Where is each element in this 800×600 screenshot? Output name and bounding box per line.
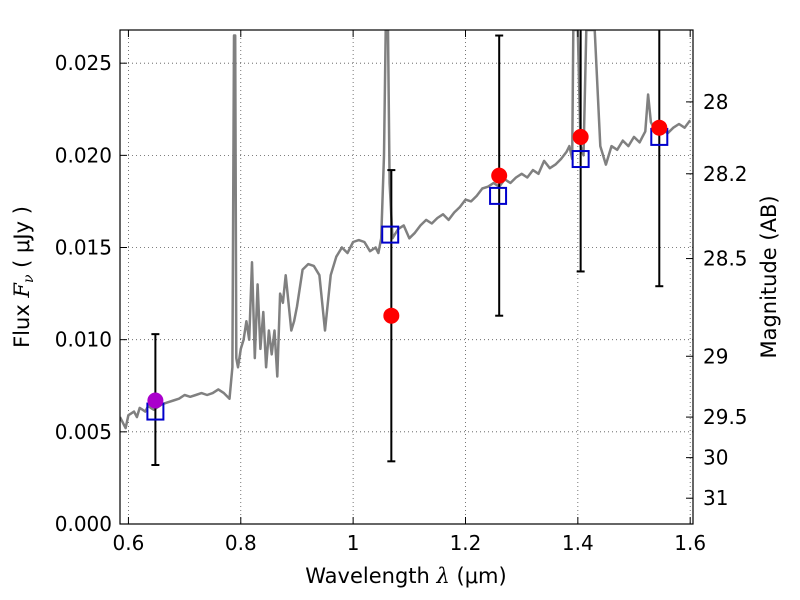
y2-tick-label: 29 bbox=[703, 344, 728, 368]
y-axis-ticks: 0.000 0.005 0.010 0.015 0.020 0.025 bbox=[55, 51, 127, 536]
observed-points bbox=[147, 119, 668, 409]
x-tick-label: 1 bbox=[347, 531, 360, 555]
y2-tick-label: 30 bbox=[703, 446, 728, 470]
observed-point bbox=[147, 392, 164, 409]
observed-point bbox=[651, 119, 668, 136]
x-tick-label: 0.6 bbox=[113, 531, 145, 555]
y-tick-label: 0.015 bbox=[55, 236, 112, 260]
sed-model-line bbox=[120, 30, 692, 430]
y2-tick-label: 28.2 bbox=[703, 162, 748, 186]
x-tick-label: 1.6 bbox=[674, 531, 706, 555]
y-tick-label: 0.000 bbox=[55, 512, 112, 536]
model-photometry-square bbox=[381, 225, 400, 244]
model-photometry-square bbox=[489, 186, 508, 205]
y-tick-label: 0.010 bbox=[55, 328, 112, 352]
y2-tick-label: 29.5 bbox=[703, 405, 748, 429]
x-tick-label: 1.4 bbox=[562, 531, 594, 555]
y2-axis-ticks: 28 28.2 28.5 29 29.5 30 31 bbox=[686, 90, 748, 510]
model-photometry-square bbox=[571, 150, 590, 169]
y2-axis-label: Magnitude (AB) bbox=[757, 195, 781, 358]
x-axis-label: Wavelength λ (μm) bbox=[305, 564, 506, 588]
y2-tick-label: 28 bbox=[703, 90, 728, 114]
y-tick-label: 0.020 bbox=[55, 143, 112, 167]
x-axis-ticks: 0.6 0.8 1 1.2 1.4 1.6 bbox=[113, 30, 706, 555]
observed-point bbox=[491, 167, 508, 184]
plot-frame bbox=[119, 29, 694, 525]
plot-area bbox=[120, 30, 692, 467]
y2-tick-label: 28.5 bbox=[703, 247, 748, 271]
x-tick-label: 1.2 bbox=[450, 531, 482, 555]
observed-point bbox=[383, 307, 400, 324]
observed-point bbox=[572, 128, 589, 145]
y-tick-label: 0.005 bbox=[55, 420, 112, 444]
y-axis-label: Flux Fν ( μJy ) bbox=[10, 206, 37, 348]
x-tick-label: 0.8 bbox=[225, 531, 257, 555]
y2-tick-label: 31 bbox=[703, 486, 728, 510]
y-tick-label: 0.025 bbox=[55, 51, 112, 75]
